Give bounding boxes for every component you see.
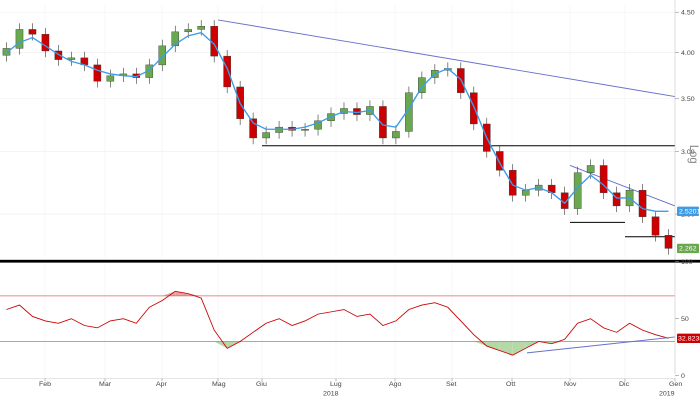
- candle-body: [249, 118, 257, 139]
- candle-body: [405, 92, 413, 132]
- panel-separator: [0, 259, 700, 263]
- ma-badge-bg: [677, 206, 699, 216]
- time-axis: Feb Mar Apr Mag Giu Lug Ago Set Ott Nov Dic Gen 2018…: [0, 378, 700, 398]
- month-label: Nov: [564, 381, 577, 388]
- candle-body: [145, 64, 154, 78]
- candle-body: [521, 189, 530, 196]
- candle-body: [223, 55, 231, 88]
- candle-body: [638, 189, 647, 217]
- oscillator-tick-label: 0: [681, 373, 685, 380]
- candle-body: [495, 151, 504, 171]
- candle-body: [28, 29, 37, 35]
- candle-body: [106, 75, 115, 82]
- oscillator-line: [6, 290, 669, 356]
- oscillator-low-fill: [538, 341, 552, 344]
- oscillator-y-axis: 100 50 0: [674, 259, 693, 380]
- oscillator-grid: [44, 264, 676, 379]
- price-badges: 2.5201 2.262: [677, 206, 700, 254]
- oscillator-panel: 100 50 0 32.8238: [0, 259, 700, 380]
- oscillator-low-fill: [486, 341, 500, 351]
- oscillator-badge: 32.8238: [677, 333, 700, 343]
- price-panel-bg: [0, 0, 675, 260]
- month-label: Mar: [99, 381, 112, 388]
- oscillator-tick-label: 100: [681, 259, 693, 266]
- oscillator-low-fill: [551, 341, 565, 344]
- candle-body: [158, 45, 167, 66]
- oscillator-trendline: [526, 336, 676, 354]
- log-scale-label: Log: [687, 145, 700, 164]
- close-badge-bg: [677, 243, 699, 254]
- candle-body: [612, 192, 621, 207]
- month-label: Set: [446, 381, 457, 388]
- ma-badge-label: 2.5201: [679, 209, 700, 216]
- month-label: Mag: [212, 381, 226, 388]
- oscillator-fill: [162, 291, 565, 356]
- price-y-axis: 4.504.003.503.002.50: [674, 0, 695, 260]
- candle-body: [262, 132, 270, 139]
- moving-average-line: [6, 31, 669, 212]
- oscillator-high-fill: [188, 293, 202, 296]
- candle-body: [418, 77, 426, 93]
- candle-body: [599, 165, 608, 193]
- close-badge-label: 2.262: [679, 246, 697, 253]
- candle-body: [664, 235, 673, 249]
- price-tick-label: 4.50: [681, 10, 695, 17]
- candle-body: [301, 129, 309, 131]
- candle-body: [41, 34, 50, 52]
- candle-body: [171, 31, 180, 47]
- price-tick-label: 3.00: [681, 149, 695, 156]
- oscillator-low-fill: [499, 341, 513, 356]
- month-label: Giu: [256, 381, 267, 388]
- candle-body: [93, 64, 102, 82]
- candle-body: [184, 29, 192, 33]
- month-label: Feb: [39, 381, 51, 388]
- oscillator-low-fill: [525, 341, 539, 349]
- candle-body: [651, 216, 660, 236]
- time-axis-bg: [0, 378, 700, 398]
- year-label: 2018: [323, 390, 339, 397]
- month-label: Apr: [156, 381, 168, 388]
- month-label: Ott: [506, 381, 515, 388]
- month-label: Lug: [330, 381, 342, 388]
- candle-body: [586, 165, 595, 173]
- month-label: Gen: [669, 381, 682, 388]
- year-label: 2019: [659, 390, 675, 397]
- candle-body: [508, 170, 517, 196]
- month-label: Ago: [389, 381, 402, 388]
- oscillator-high-fill: [162, 291, 176, 296]
- price-tick-label: 4.00: [681, 50, 695, 57]
- oscillator-badge-label: 32.8238: [678, 336, 700, 343]
- oscillator-badge-bg: [677, 333, 700, 343]
- candle-body: [314, 120, 322, 130]
- candle-body: [197, 26, 205, 30]
- oscillator-low-fill: [512, 341, 526, 356]
- oscillator-high-fill: [175, 291, 189, 296]
- candle-body: [379, 106, 387, 139]
- month-label: Dic: [619, 381, 630, 388]
- candle-body: [54, 50, 63, 60]
- oscillator-tick-label: 50: [681, 316, 689, 323]
- candle-body: [470, 92, 478, 125]
- price-trendline: [217, 19, 676, 98]
- candle-body: [392, 131, 400, 139]
- candle-body: [573, 172, 582, 209]
- candle-body: [15, 29, 24, 49]
- price-tick-label: 3.50: [681, 96, 695, 103]
